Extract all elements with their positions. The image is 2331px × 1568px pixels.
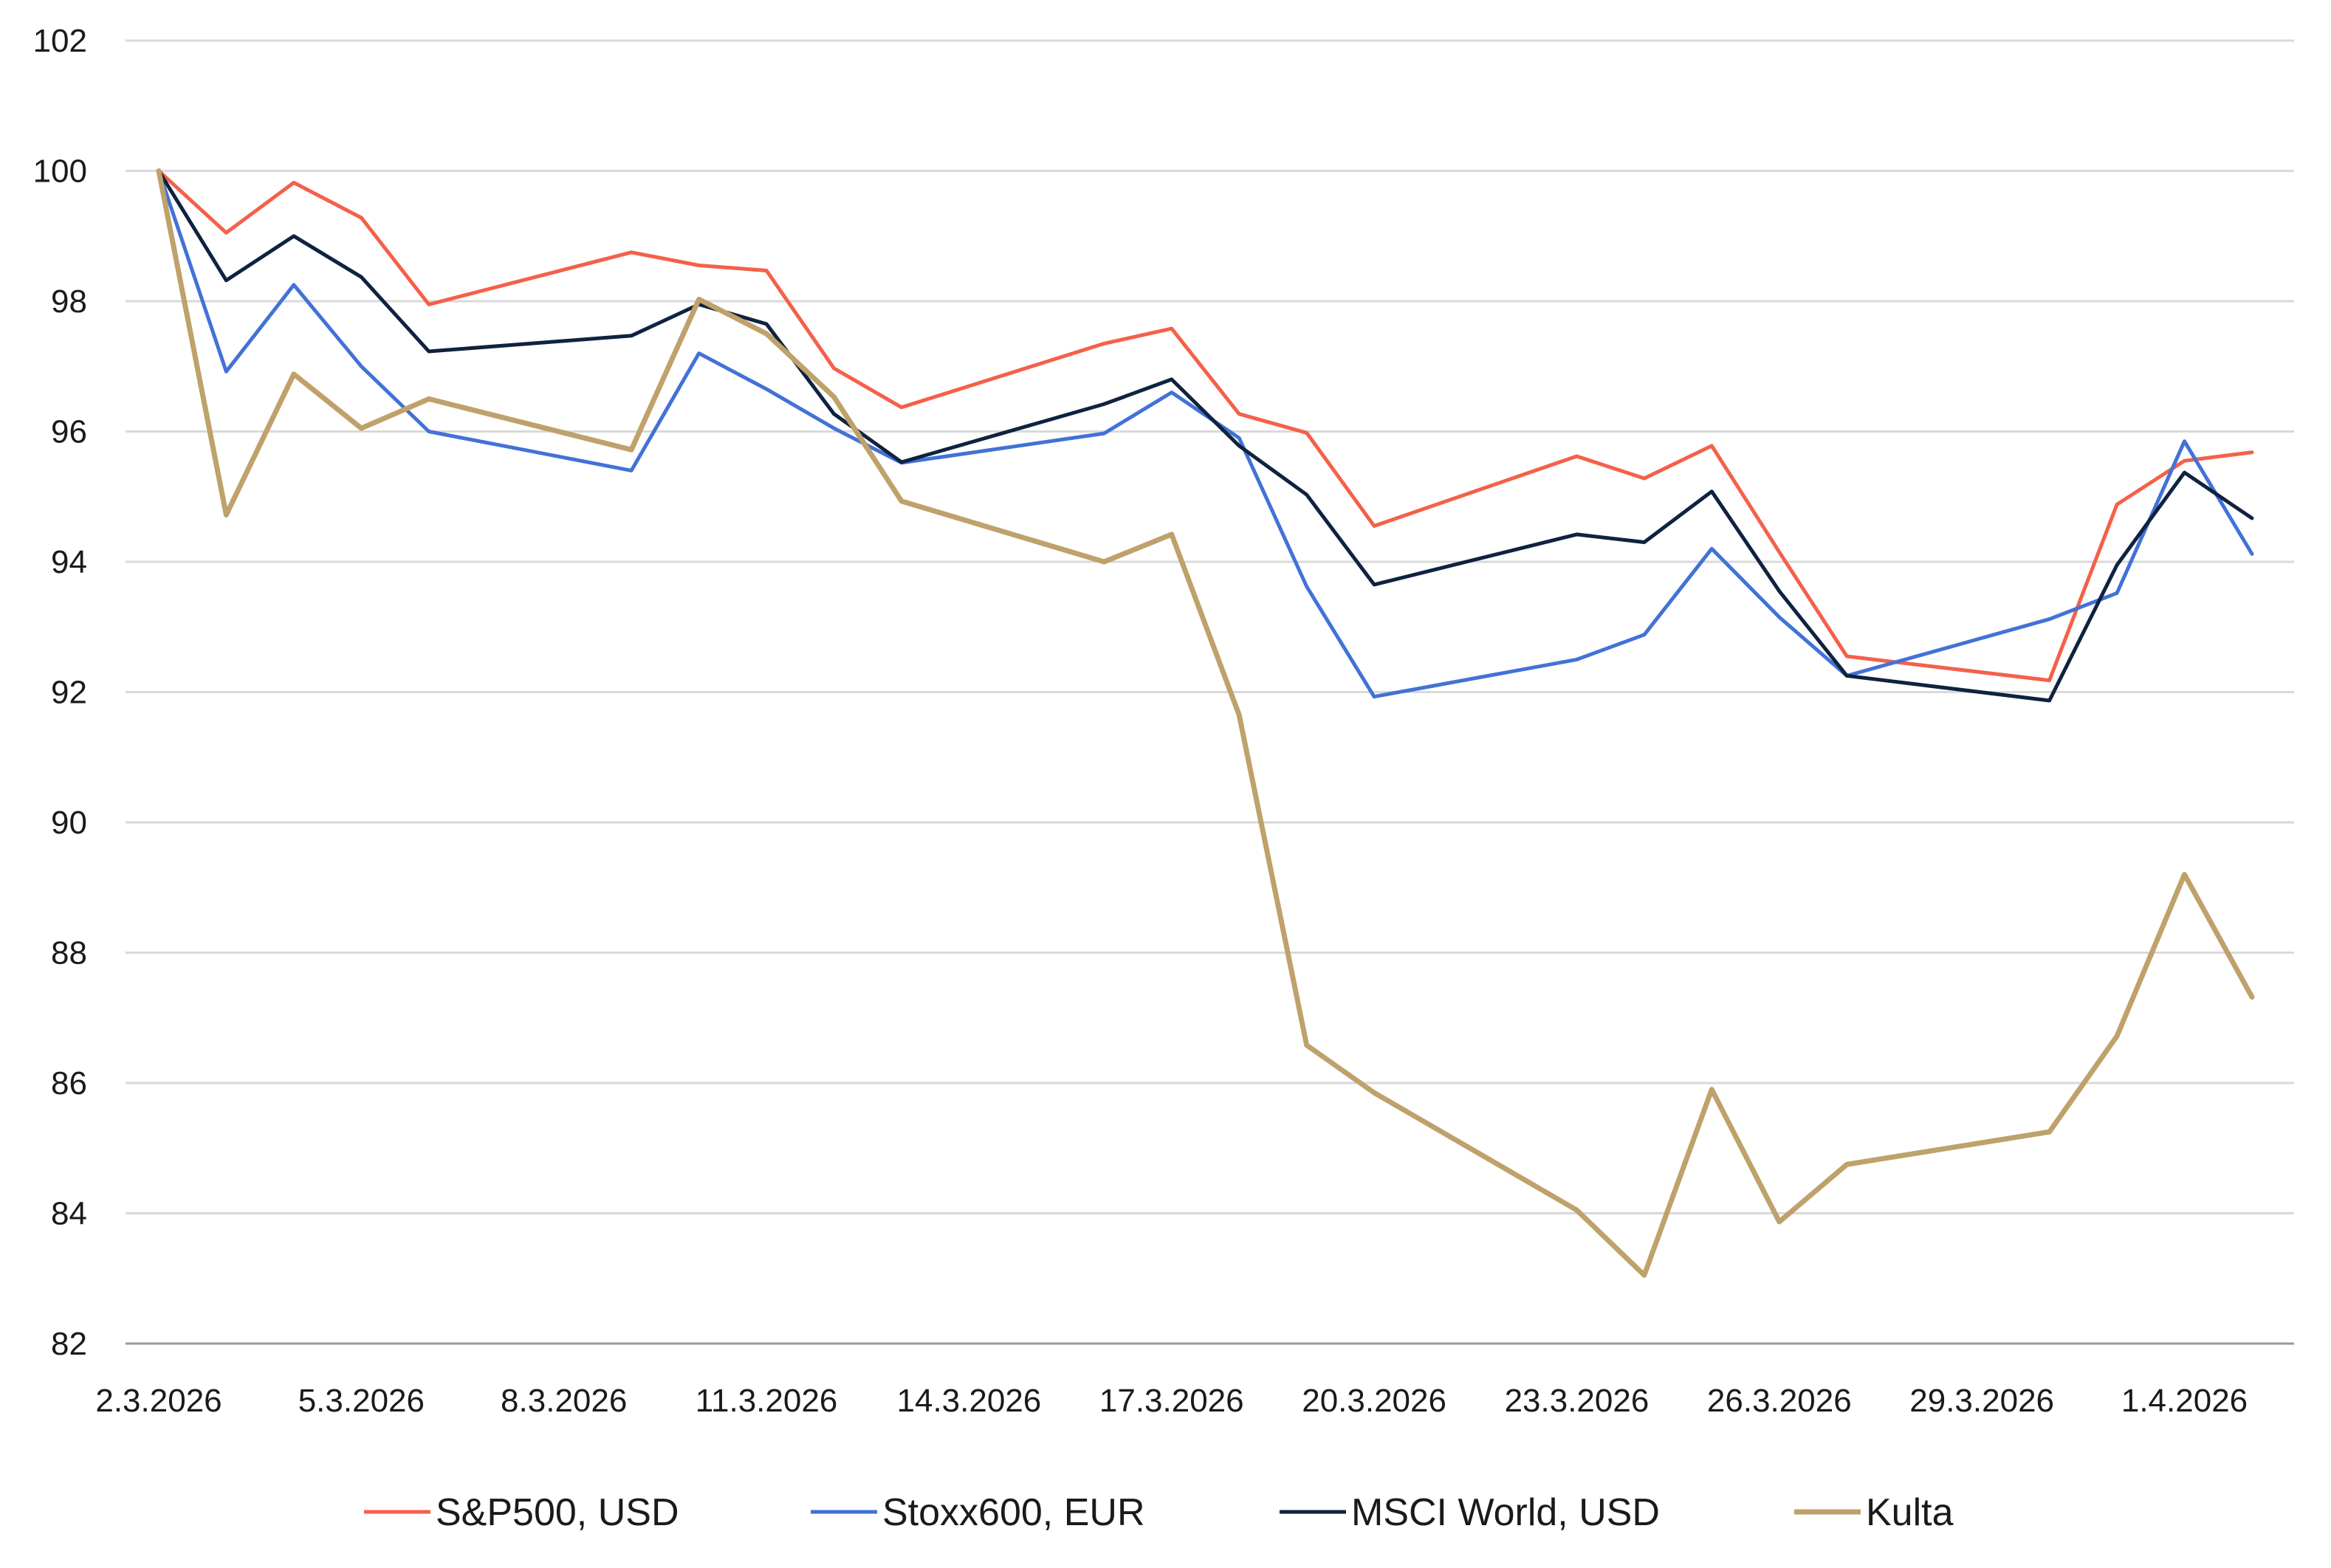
series-lines: [156, 168, 2255, 1278]
y-tick-label: 92: [51, 675, 87, 711]
x-axis-tick-labels: 2.3.2026 5.3.2026 8.3.2026 11.3.2026 14.3.20…: [95, 1383, 2248, 1419]
legend-label-msci-world: MSCI World, USD: [1351, 1491, 1660, 1534]
y-tick-label: 98: [51, 283, 87, 320]
x-tick-label: 23.3.2026: [1505, 1383, 1649, 1419]
legend: S&P500, USD Stoxx600, EUR MSCI World, US…: [364, 1491, 1954, 1534]
y-tick-label: 86: [51, 1065, 87, 1101]
x-tick-label: 29.3.2026: [1909, 1383, 2054, 1419]
legend-item-stoxx600: Stoxx600, EUR: [811, 1491, 1145, 1534]
legend-item-sp500: S&P500, USD: [364, 1491, 679, 1534]
x-tick-label: 8.3.2026: [501, 1383, 627, 1419]
legend-item-kulta: Kulta: [1794, 1491, 1954, 1534]
x-tick-label: 14.3.2026: [897, 1383, 1042, 1419]
x-tick-label: 11.3.2026: [696, 1383, 837, 1419]
grid-lines: [126, 39, 2294, 1214]
y-tick-label: 96: [51, 414, 87, 450]
y-tick-label: 90: [51, 805, 87, 841]
x-tick-label: 17.3.2026: [1099, 1383, 1244, 1419]
x-tick-label: 2.3.2026: [95, 1383, 222, 1419]
legend-label-stoxx600: Stoxx600, EUR: [882, 1491, 1145, 1534]
y-tick-label: 100: [33, 154, 87, 190]
x-tick-label: 1.4.2026: [2121, 1383, 2248, 1419]
x-tick-label: 20.3.2026: [1302, 1383, 1446, 1419]
y-tick-label: 88: [51, 935, 87, 972]
series-line-stoxx600: [157, 169, 2254, 699]
x-tick-label: 26.3.2026: [1707, 1383, 1852, 1419]
legend-label-kulta: Kulta: [1866, 1491, 1954, 1534]
y-tick-label: 84: [51, 1196, 87, 1232]
y-axis-tick-labels: 82 84 86 88 90 92 94 96 98 100 102: [33, 23, 87, 1362]
y-tick-label: 102: [33, 23, 87, 59]
legend-item-msci-world: MSCI World, USD: [1280, 1491, 1660, 1534]
series-line-kulta: [156, 168, 2255, 1278]
y-tick-label: 82: [51, 1326, 87, 1362]
y-tick-label: 94: [51, 544, 87, 580]
legend-label-sp500: S&P500, USD: [436, 1491, 679, 1534]
x-tick-label: 5.3.2026: [298, 1383, 425, 1419]
series-line-msci-world: [157, 169, 2254, 703]
series-line-sp500: [157, 169, 2254, 683]
